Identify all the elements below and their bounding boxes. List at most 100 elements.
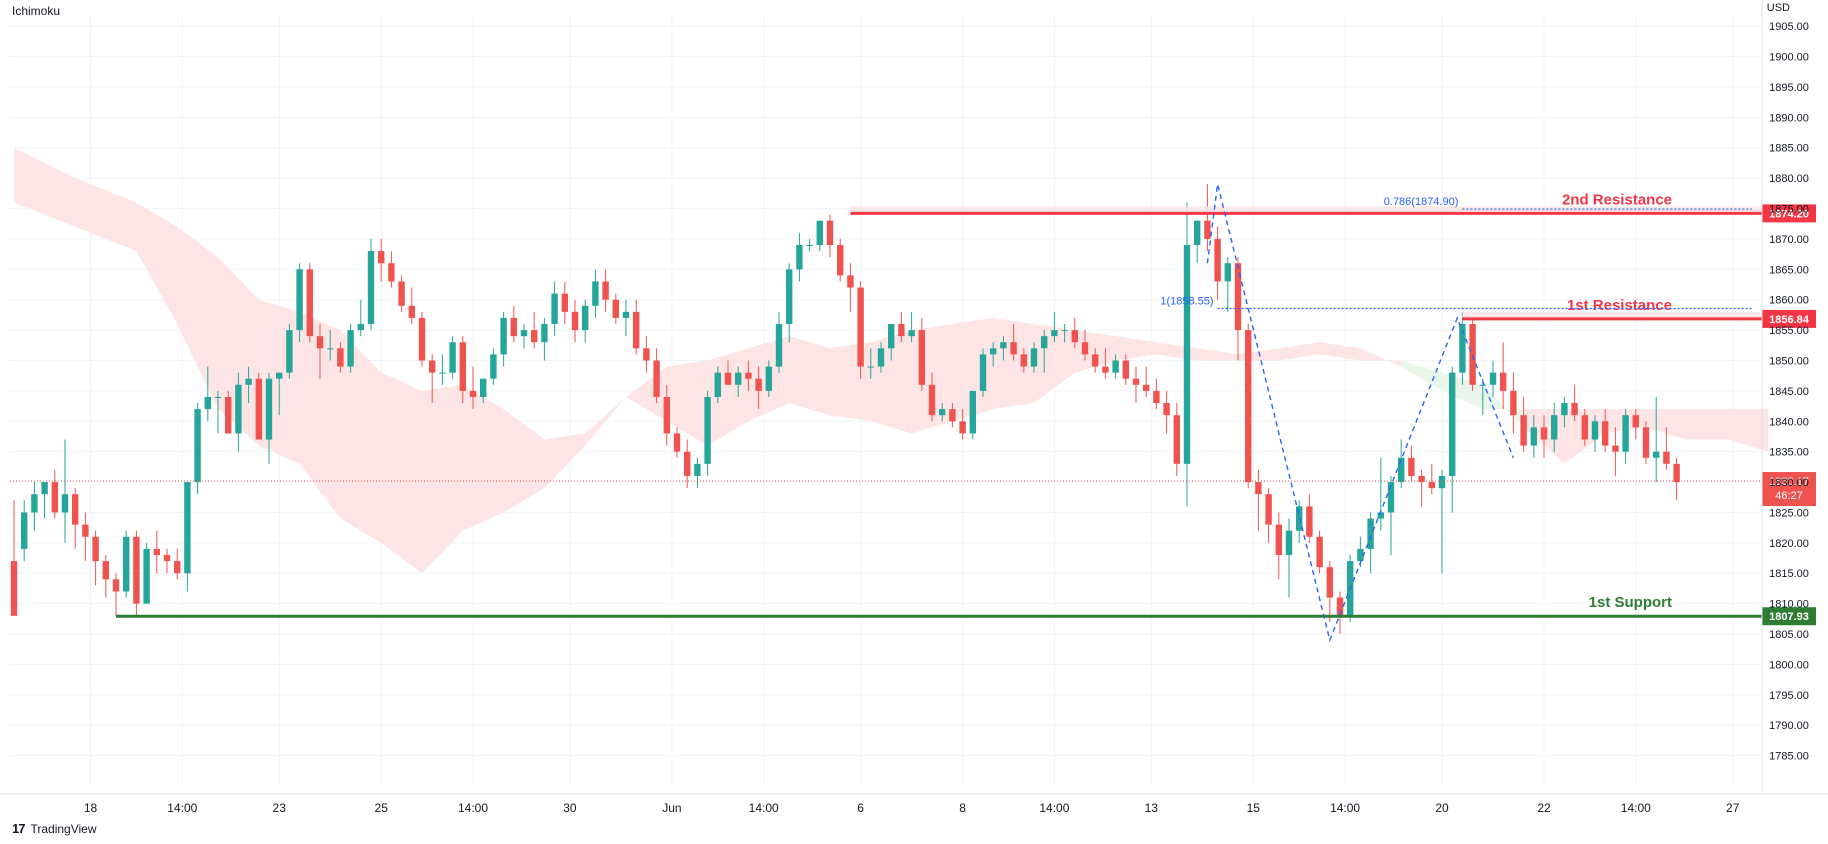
candle-body xyxy=(286,330,293,373)
candle-body xyxy=(204,396,211,410)
price-tick-label: 1825.00 xyxy=(1769,507,1809,519)
candle-body xyxy=(1612,445,1619,452)
candle-body xyxy=(867,366,874,368)
candle-body xyxy=(1255,482,1262,495)
price-tick-label: 1885.00 xyxy=(1769,143,1809,155)
candle-body xyxy=(1081,342,1089,355)
candle-body xyxy=(979,354,987,391)
price-tick-label: 1815.00 xyxy=(1769,568,1809,580)
price-tick-label: 1855.00 xyxy=(1769,325,1809,337)
candle-body xyxy=(418,317,426,361)
candle-body xyxy=(602,281,609,300)
price-tick-label: 1875.00 xyxy=(1769,204,1809,216)
candle-body xyxy=(378,251,385,264)
candle-body xyxy=(398,281,405,306)
time-axis[interactable]: 18 14:00 23 25 14:00 30 Jun 14:00 6 8 14:00 13 15 14:… xyxy=(0,793,1828,815)
candle-body xyxy=(1234,263,1242,331)
cloud-segment xyxy=(177,226,218,410)
candle-body xyxy=(765,366,772,391)
time-tick-label: 14:00 xyxy=(458,801,488,815)
candle-body xyxy=(928,384,936,416)
price-tick-label: 1790.00 xyxy=(1769,720,1809,732)
price-tick-label: 1820.00 xyxy=(1769,538,1809,550)
candle-body xyxy=(408,305,415,318)
candle-body xyxy=(1030,348,1038,367)
cloud-segment xyxy=(1727,409,1769,452)
candle-body xyxy=(490,354,497,379)
candle-body xyxy=(949,409,956,422)
price-tick-label: 1895.00 xyxy=(1769,82,1809,94)
candle-body xyxy=(31,494,38,513)
candle-body xyxy=(1112,360,1119,373)
candle-body xyxy=(1132,378,1140,385)
candle-body xyxy=(1020,354,1027,367)
price-tick-label: 1800.00 xyxy=(1769,659,1809,671)
indicator-label[interactable]: Ichimoku xyxy=(12,4,61,18)
candle-body xyxy=(939,409,946,416)
candle-body xyxy=(908,330,915,337)
candle-body xyxy=(1194,220,1201,245)
level-label: 1st Resistance xyxy=(1567,297,1672,314)
candle-body xyxy=(480,378,487,397)
candle-body xyxy=(643,348,650,361)
candle-body xyxy=(1204,220,1211,239)
cloud-segment xyxy=(462,384,504,531)
candle-body xyxy=(857,287,864,367)
candle-body xyxy=(1520,415,1527,446)
price-tick-label: 1810.00 xyxy=(1769,599,1809,611)
candle-body xyxy=(72,494,79,525)
candle-body xyxy=(1642,427,1650,458)
time-tick-label: 20 xyxy=(1435,801,1449,815)
candle-body xyxy=(469,390,477,397)
price-tick-label: 1890.00 xyxy=(1769,112,1809,124)
countdown-label: 46:27 xyxy=(1775,490,1803,502)
time-tick-label: 13 xyxy=(1145,801,1159,815)
tradingview-logo-icon: 17 xyxy=(12,821,26,836)
cloud-segment xyxy=(666,360,708,446)
time-tick-label: 18 xyxy=(84,801,98,815)
candle-body xyxy=(61,494,69,513)
candle-body xyxy=(1143,384,1150,391)
price-axis[interactable]: 1785.00 1790.00 1795.00 1800.00 1805.00 1810.… xyxy=(1761,0,1809,794)
candle-body xyxy=(1010,342,1017,355)
cloud-segment xyxy=(422,384,463,574)
level-price-label: 1856.84 xyxy=(1769,314,1810,326)
price-tick-label: 1865.00 xyxy=(1769,264,1809,276)
price-tick-label: 1850.00 xyxy=(1769,355,1809,367)
fib-label: 1(1858.55) xyxy=(1160,296,1213,308)
time-tick-label: 14:00 xyxy=(167,801,197,815)
candle-body xyxy=(1489,372,1497,385)
time-tick-label: 15 xyxy=(1247,801,1261,815)
candle-body xyxy=(735,372,742,385)
candle-body xyxy=(561,293,568,312)
candle-body xyxy=(327,348,334,350)
cloud-segment xyxy=(1360,348,1402,367)
candle-body xyxy=(143,548,150,604)
time-tick-label: 14:00 xyxy=(1039,801,1069,815)
candle-body xyxy=(1398,457,1405,483)
cloud-segment xyxy=(1401,360,1442,391)
tradingview-logo[interactable]: 17 TradingView xyxy=(12,821,97,836)
candle-body xyxy=(1408,457,1415,476)
candle-body xyxy=(1326,567,1333,598)
candle-body xyxy=(367,251,375,325)
ichimoku-cloud xyxy=(14,147,1769,574)
candle-body xyxy=(1479,384,1486,386)
candle-body xyxy=(520,330,528,337)
candle-body xyxy=(531,330,538,343)
candle-body xyxy=(1041,336,1048,349)
candle-body xyxy=(959,421,966,434)
cloud-segment xyxy=(830,342,871,422)
time-tick-label: 30 xyxy=(563,801,577,815)
candle-body xyxy=(704,396,711,464)
candle-body xyxy=(1245,330,1252,483)
cloud-segment xyxy=(1238,348,1279,361)
candles xyxy=(10,184,1680,635)
cloud-segment xyxy=(789,336,830,416)
candle-body xyxy=(918,330,925,385)
candle-body xyxy=(1367,518,1374,549)
candle-body xyxy=(245,378,252,385)
candle-body xyxy=(1224,263,1231,282)
candle-body xyxy=(1438,475,1446,489)
